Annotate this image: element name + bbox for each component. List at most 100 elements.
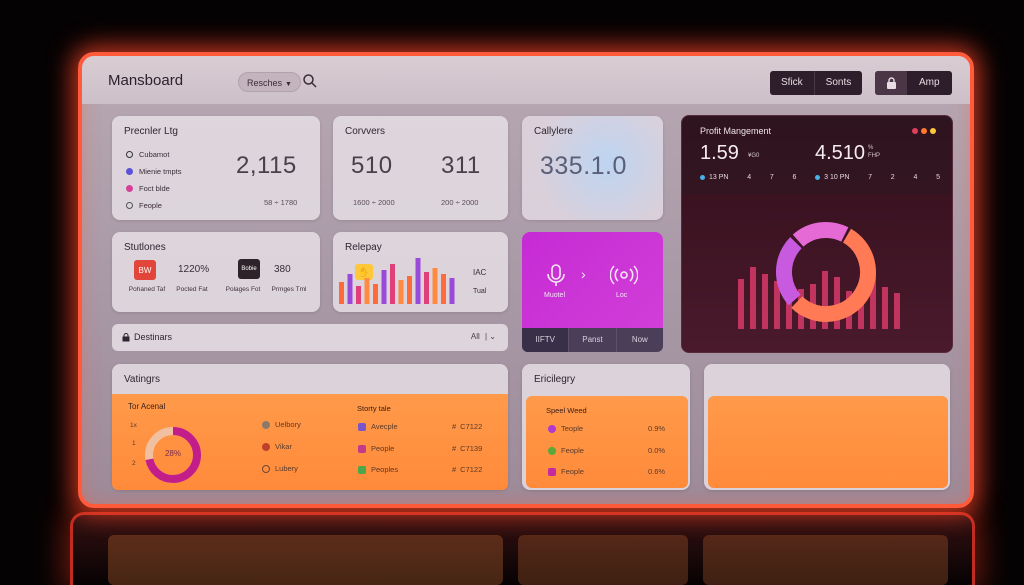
profit-value-a-unit: ¥G0 <box>748 153 760 159</box>
unit-top: % <box>868 145 874 151</box>
stat-badge: Bobie <box>238 259 260 279</box>
card-title: Stutlones <box>124 242 166 253</box>
ratings-sub-title: Tor Acenal <box>128 402 166 411</box>
replay-bar <box>390 264 395 304</box>
axis-label: 3 10 PN <box>815 174 849 181</box>
tab-now[interactable]: Now <box>615 328 663 352</box>
dot-icon <box>815 174 821 180</box>
replay-bar <box>424 272 429 304</box>
row-name: Feople <box>561 467 584 476</box>
axis-label: 5 <box>936 174 940 181</box>
tab-panst[interactable]: Panst <box>568 328 615 352</box>
conversions-sub-a: 1600 ÷ 2000 <box>353 198 395 207</box>
dot-icon <box>700 174 705 180</box>
profit-management-panel[interactable]: Profit Mangement 1.59 ¥G0 4.510 % FHP 13 … <box>681 115 953 353</box>
list-item[interactable]: Feople <box>548 467 584 476</box>
dot-icon[interactable] <box>921 128 927 134</box>
row-value-text: C7122 <box>460 422 483 431</box>
profit-bar <box>882 287 888 329</box>
list-item[interactable]: Feople <box>548 446 584 455</box>
app-title: Mansboard <box>108 72 184 89</box>
conversions-sub-b: 200 ÷ 2000 <box>441 198 479 207</box>
replay-bar <box>441 274 446 304</box>
microphone-icon <box>547 264 565 286</box>
replay-card[interactable]: Relepay ✋ IAC Tual <box>333 232 508 312</box>
list-title: Storty tale <box>357 404 391 413</box>
people-icon <box>548 467 556 476</box>
voice-label-b: Loc <box>616 292 628 299</box>
replay-bar <box>364 278 370 304</box>
people-icon <box>358 422 366 431</box>
axis-tick: 2 <box>132 460 136 467</box>
row-name: People <box>371 444 395 453</box>
callylere-card[interactable]: Callylere 335.1.0 <box>522 116 663 220</box>
replay-bar <box>432 268 438 304</box>
destinations-bar[interactable]: Destinars All | ⌄ <box>112 324 508 351</box>
row-value-text: C7139 <box>460 444 483 453</box>
voice-card[interactable]: › Muotel Loc <box>522 232 663 328</box>
all-dropdown[interactable]: All | ⌄ <box>471 332 496 341</box>
screen-reflection <box>70 512 975 585</box>
list-item-label: Foct blde <box>139 184 170 193</box>
replay-bar <box>449 278 455 304</box>
axis-label: 7 <box>868 174 873 181</box>
profit-bar <box>774 281 780 329</box>
card-title: Vatingrs <box>124 374 160 385</box>
axis-label: 4 <box>913 174 918 181</box>
stat-value-a: 1220% <box>178 264 210 275</box>
dot-icon <box>262 420 270 429</box>
window-controls <box>912 128 936 134</box>
replay-bar <box>373 284 378 304</box>
card-title: Callylere <box>534 126 573 137</box>
empty-panel <box>708 396 948 488</box>
sonts-button[interactable]: Sonts <box>813 71 863 95</box>
chevron-right-icon: › <box>581 266 586 282</box>
premier-card[interactable]: Precnler Ltg Cubamot Mienie tmpts Foct b… <box>112 116 320 220</box>
conversions-value-b: 311 <box>441 152 481 179</box>
stations-card[interactable]: Stutlones BW 1220% Bobie 380 Pohaned Taf… <box>112 232 320 312</box>
filter-dropdown[interactable]: Resches ▼ <box>238 72 301 92</box>
dot-icon[interactable] <box>912 128 918 134</box>
axis-label: 2 <box>890 174 895 181</box>
table-row[interactable]: Peoples <box>358 465 398 474</box>
hand-icon: ✋ <box>355 264 373 280</box>
legend-item: Vikar <box>262 442 292 451</box>
legend-item: Uelbory <box>262 420 301 429</box>
circle-icon <box>126 185 133 192</box>
profit-value-a: 1.59 <box>700 142 739 164</box>
lock-icon[interactable] <box>875 71 907 95</box>
stat-label: Prmges Tml <box>271 286 307 293</box>
premier-value: 2,115 <box>236 152 297 179</box>
donut-value: 28% <box>164 449 181 458</box>
sfick-button[interactable]: Sfick <box>781 77 803 88</box>
table-row[interactable]: People <box>358 444 394 453</box>
axis-label: 4 <box>747 174 752 181</box>
voice-wave-icon <box>610 265 638 285</box>
conversions-card[interactable]: Corvvers 510 311 1600 ÷ 2000 200 ÷ 2000 <box>333 116 508 220</box>
search-icon[interactable] <box>302 73 318 89</box>
app-button[interactable]: Amp <box>919 77 940 88</box>
legend-item: Lubery <box>262 464 298 473</box>
tab-iiftv[interactable]: IIFTV <box>522 328 569 352</box>
voice-tabs: IIFTV Panst Now <box>522 328 663 352</box>
donut-segment <box>776 222 876 322</box>
circle-icon <box>126 168 133 175</box>
dot-icon[interactable] <box>930 128 936 134</box>
list-item: Foct blde <box>126 180 182 197</box>
stat-badge: BW <box>134 260 156 280</box>
people-icon <box>548 446 556 455</box>
replay-bar-chart <box>339 258 455 304</box>
card-title: Relepay <box>345 242 382 253</box>
row-value-text: C7122 <box>460 465 483 474</box>
ratings-donut: 28% <box>142 424 204 486</box>
row-value: 0.0% <box>648 446 666 455</box>
list-item: Feople <box>126 197 182 214</box>
profit-chart <box>738 222 900 329</box>
profit-bar <box>750 267 756 329</box>
table-row[interactable]: Avecple <box>358 422 398 431</box>
replay-bar <box>407 276 412 304</box>
row-name: Avecple <box>371 422 398 431</box>
profit-value-b-unit: % FHP <box>868 144 880 160</box>
list-item[interactable]: Teople <box>548 424 583 433</box>
legend-label: Uelbory <box>275 420 301 429</box>
